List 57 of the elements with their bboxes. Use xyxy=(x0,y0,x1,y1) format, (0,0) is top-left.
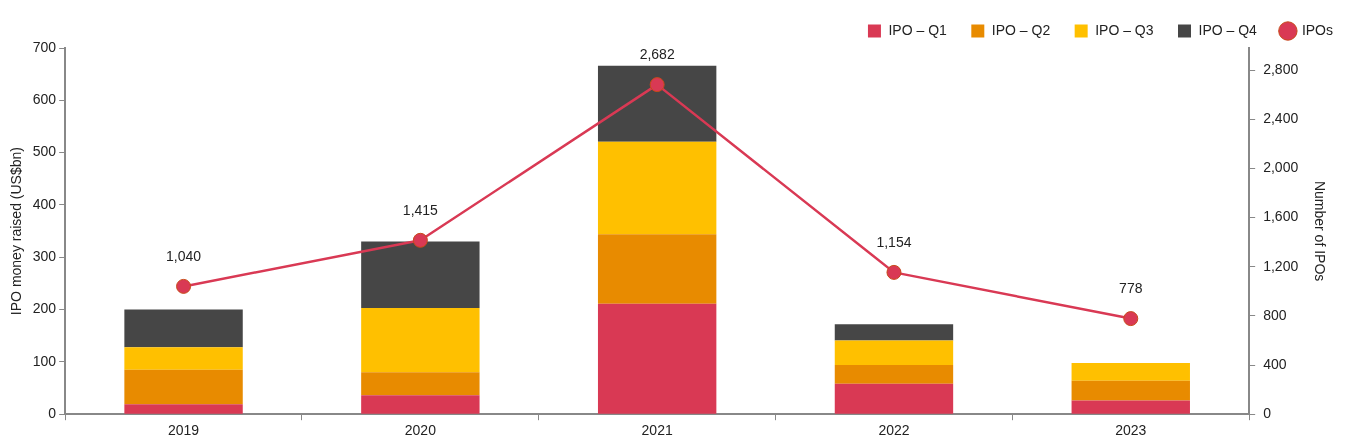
point xyxy=(1123,311,1139,327)
legend-label: IPO – Q2 xyxy=(991,21,1051,38)
bar xyxy=(124,309,243,348)
data-label: 778 xyxy=(1119,280,1143,297)
y2-tick-label: 2,400 xyxy=(1263,110,1299,127)
y-tick-label: 400 xyxy=(32,195,57,212)
y2-tick-label: 800 xyxy=(1263,306,1287,323)
bar xyxy=(361,395,480,414)
y2-tick-label: 1,200 xyxy=(1263,257,1299,274)
bar xyxy=(124,369,243,405)
y2-tick-label: 2,800 xyxy=(1263,60,1299,77)
legend-label: IPO – Q4 xyxy=(1198,21,1258,38)
y2-tick-label: 0 xyxy=(1263,405,1272,422)
y2-axis-title: Number of IPOs xyxy=(1311,180,1328,282)
bar xyxy=(1071,362,1190,381)
bar xyxy=(597,303,717,414)
y2-tick-label: 2,000 xyxy=(1263,159,1299,176)
x-tick-label: 2020 xyxy=(404,422,437,439)
data-label: 2,682 xyxy=(639,46,675,63)
y-tick-label: 100 xyxy=(32,352,57,369)
bar xyxy=(597,234,717,304)
y-tick-label: 700 xyxy=(32,38,57,55)
y-tick-label: 300 xyxy=(32,248,57,265)
point xyxy=(176,278,192,294)
x-tick-label: 2021 xyxy=(641,422,673,439)
point xyxy=(649,77,665,93)
bar xyxy=(834,365,954,384)
bar xyxy=(1071,400,1190,414)
x-tick-label: 2019 xyxy=(167,422,200,439)
bar xyxy=(361,241,480,308)
bar xyxy=(124,347,243,370)
y-axis-title: IPO money raised (US$bn) xyxy=(8,147,25,316)
y-tick-label: 0 xyxy=(48,405,57,422)
y2-tick-label: 1,600 xyxy=(1263,208,1299,225)
point xyxy=(412,232,428,248)
legend-label: IPO – Q3 xyxy=(1095,21,1154,38)
data-label: 1,040 xyxy=(166,248,202,265)
bar xyxy=(597,141,717,235)
point xyxy=(886,264,902,280)
bar xyxy=(834,340,954,366)
bar xyxy=(124,404,243,414)
bar xyxy=(834,324,954,341)
data-label: 1,415 xyxy=(402,202,439,219)
x-tick-label: 2023 xyxy=(1115,422,1147,439)
y2-tick-label: 400 xyxy=(1263,355,1287,372)
bar xyxy=(597,65,717,142)
legend-label: IPOs xyxy=(1301,21,1334,38)
bar xyxy=(834,383,954,414)
y-tick-label: 200 xyxy=(32,300,57,317)
legend-label: IPO – Q1 xyxy=(888,21,948,38)
x-tick-label: 2022 xyxy=(878,422,910,439)
y-tick-label: 500 xyxy=(32,143,57,160)
bar xyxy=(1071,380,1190,401)
data-label: 1,154 xyxy=(876,234,912,251)
bar xyxy=(361,372,480,396)
y-tick-label: 600 xyxy=(32,91,57,108)
bar xyxy=(361,308,480,373)
